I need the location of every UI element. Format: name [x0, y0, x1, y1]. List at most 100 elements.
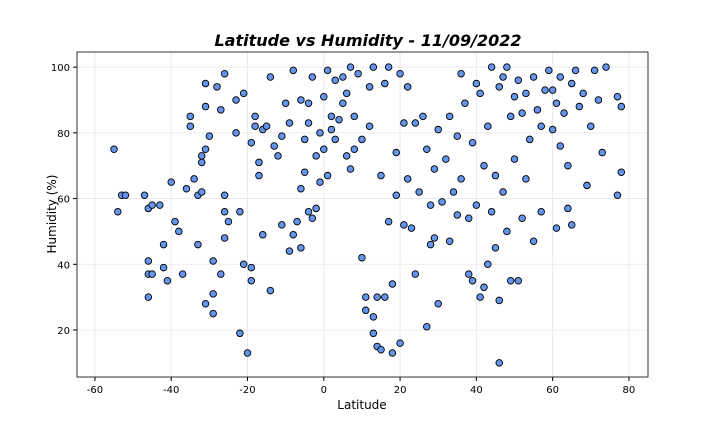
x-tick-label: -20 [239, 385, 255, 396]
point [579, 89, 587, 98]
point [255, 171, 263, 180]
point [171, 217, 179, 226]
point [506, 112, 515, 121]
point [350, 112, 359, 121]
point [587, 122, 595, 131]
point [423, 145, 431, 154]
point [472, 79, 481, 88]
point [278, 221, 286, 229]
point [518, 214, 526, 223]
point [392, 191, 401, 200]
point [190, 175, 198, 183]
point [361, 306, 370, 315]
point [396, 69, 404, 78]
point [354, 69, 362, 78]
point [464, 214, 473, 223]
point [358, 253, 366, 262]
point [232, 96, 240, 104]
point [552, 224, 561, 232]
point [327, 112, 336, 121]
point [274, 152, 282, 160]
point [220, 191, 229, 200]
point [613, 92, 622, 101]
point [159, 240, 168, 249]
point [564, 161, 572, 170]
point [434, 125, 442, 134]
point [430, 165, 439, 173]
point [201, 299, 210, 308]
point [350, 145, 359, 154]
point [358, 135, 366, 144]
point [533, 106, 542, 114]
point [239, 89, 248, 98]
x-tick-label: 80 [623, 385, 636, 396]
point [312, 204, 320, 213]
point [320, 92, 328, 101]
point [140, 191, 149, 200]
point [537, 122, 545, 131]
point [197, 152, 206, 160]
point [159, 263, 168, 272]
point [369, 329, 378, 338]
point [484, 260, 492, 269]
point [167, 178, 175, 186]
point [529, 73, 538, 81]
point [484, 122, 492, 131]
point [144, 257, 153, 265]
point [220, 69, 229, 78]
point [499, 188, 507, 196]
point [442, 155, 450, 163]
point [552, 99, 561, 108]
point [316, 178, 324, 186]
point [201, 79, 210, 88]
point [232, 129, 240, 137]
point [461, 99, 469, 108]
point [503, 63, 511, 71]
point [148, 270, 156, 278]
point [388, 280, 397, 288]
point [411, 270, 420, 278]
point [178, 270, 187, 278]
point [255, 158, 263, 167]
point [342, 89, 351, 98]
point [457, 175, 465, 183]
point [259, 230, 267, 239]
point [236, 329, 244, 338]
point [281, 99, 290, 108]
point [403, 83, 412, 91]
point [617, 168, 626, 177]
point [148, 201, 156, 209]
point [114, 207, 122, 216]
point [156, 201, 164, 209]
point [300, 168, 309, 177]
y-tick-label: 20 [57, 326, 70, 337]
point [384, 63, 393, 71]
point [556, 142, 565, 150]
point [285, 119, 294, 127]
point [377, 171, 385, 180]
point [419, 112, 427, 121]
point [472, 201, 481, 209]
point [377, 345, 385, 354]
point [438, 198, 446, 206]
point [537, 207, 545, 216]
point [598, 148, 606, 157]
point [407, 224, 416, 232]
point [590, 66, 599, 75]
point [365, 83, 374, 91]
x-axis-label: Latitude [337, 398, 386, 412]
y-tick-label: 40 [57, 260, 70, 271]
point [239, 260, 248, 269]
point [209, 290, 217, 298]
point [400, 221, 408, 229]
point [194, 240, 202, 249]
point [304, 99, 313, 108]
point [320, 145, 328, 154]
point [251, 112, 259, 121]
point [201, 102, 210, 111]
point [323, 171, 332, 180]
x-tick-label: -40 [163, 385, 179, 396]
point [487, 207, 496, 216]
point [369, 313, 378, 321]
point [186, 122, 195, 131]
